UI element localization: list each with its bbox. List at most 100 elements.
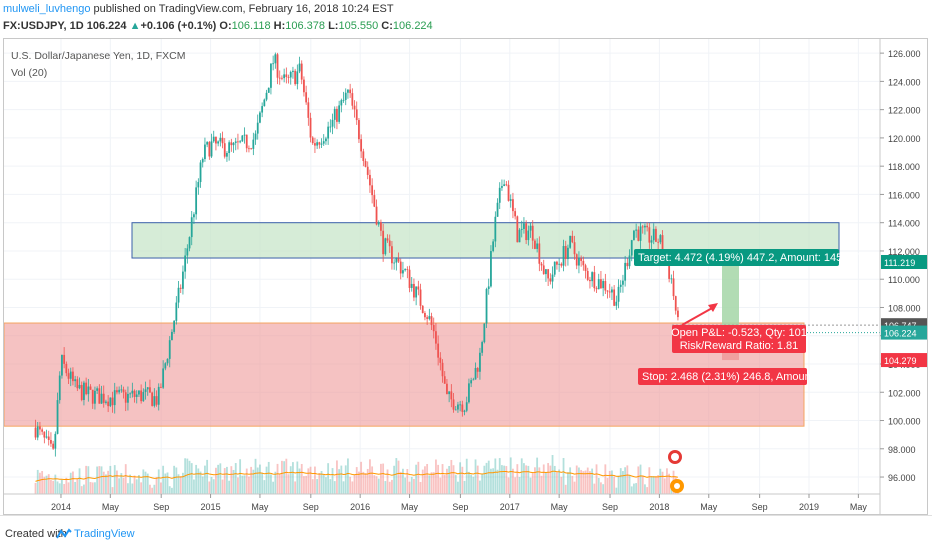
volume-bar [89, 482, 92, 494]
candle-body [305, 92, 308, 103]
candle-body [388, 240, 391, 247]
volume-bar [479, 480, 481, 494]
price-label: 111.219 [884, 258, 915, 268]
candle-body [256, 122, 259, 134]
close-label: C: [381, 20, 393, 32]
candle-body [562, 246, 565, 266]
candle-body [34, 427, 37, 438]
volume-bar [292, 462, 294, 494]
author-link[interactable]: mulweli_luvhengo [3, 3, 91, 15]
risk-reward-label: Risk/Reward Ratio: 1.81 [680, 340, 799, 352]
candle-body [215, 136, 217, 144]
tradingview-link[interactable]: TradingView [74, 528, 135, 540]
candle-body [529, 225, 532, 231]
volume-bar [39, 472, 41, 494]
volume-bar [613, 476, 616, 494]
candle-body [234, 141, 237, 143]
volume-bar [116, 470, 118, 494]
candle-body [65, 363, 68, 374]
volume-bar [140, 482, 143, 494]
candle-body [353, 105, 356, 110]
volume-bar [402, 468, 404, 494]
target-label-box[interactable] [634, 249, 839, 266]
volume-bar [210, 476, 213, 494]
price-label-box [881, 325, 927, 340]
volume-bar [461, 466, 464, 494]
volume-bar [248, 476, 250, 494]
volume-bar [87, 466, 90, 494]
volume-bar [498, 458, 501, 494]
footer: Created with TradingView [0, 515, 932, 550]
volume-bar [283, 461, 286, 494]
x-tick-label: 2016 [350, 502, 370, 512]
candle-body [366, 166, 369, 175]
volume-bar [428, 475, 431, 494]
candle-body [655, 228, 657, 242]
candle-body [120, 389, 123, 391]
candle-body [107, 401, 110, 407]
candle-body [333, 108, 336, 120]
candle-body [597, 279, 600, 290]
candle-body [307, 102, 310, 118]
candle-body [184, 255, 187, 272]
candle-body [204, 144, 206, 160]
y-tick-label: 122.000 [888, 106, 921, 116]
volume-bar [151, 487, 154, 494]
candle-body [527, 230, 530, 241]
volume-bar [237, 477, 239, 494]
event-markers[interactable] [668, 450, 684, 493]
target-area[interactable] [722, 261, 739, 326]
volume-bar [520, 458, 523, 494]
y-tick-label: 112.000 [888, 247, 920, 257]
candle-body [182, 271, 184, 289]
candle-body [615, 301, 618, 306]
candle-body [241, 135, 244, 142]
candle-body [428, 316, 431, 319]
volume-bar [278, 474, 281, 494]
target-label: Target: 4.472 (4.19%) 447.2, Amount: 145… [638, 252, 864, 264]
candle-body [393, 262, 396, 264]
candle-body [146, 387, 149, 390]
candle-body [512, 199, 514, 212]
candle-body [501, 186, 503, 188]
volume-bar [138, 474, 140, 494]
volume-bar [259, 464, 261, 494]
volume-bar [560, 476, 563, 494]
stop-label-box[interactable] [638, 368, 807, 385]
candle-body [124, 392, 127, 403]
candle-body [582, 260, 585, 266]
price-chart[interactable]: Target: 4.472 (4.19%) 447.2, Amount: 145… [4, 39, 928, 515]
volume-bar [362, 471, 365, 494]
candle-body [384, 238, 387, 255]
candle-body [309, 117, 312, 138]
candle-body [633, 230, 635, 241]
volume-bar [549, 465, 552, 494]
candle-body [525, 223, 528, 241]
candle-body [437, 343, 440, 358]
candle-body [468, 383, 470, 403]
candle-body [168, 340, 171, 359]
candle-body [87, 386, 90, 395]
candle-body [505, 184, 508, 186]
volume-bar [448, 465, 451, 494]
candle-body [595, 288, 598, 290]
volume-bar [61, 479, 63, 494]
volume-bar [635, 483, 638, 494]
volume-bar [615, 487, 618, 494]
volume-bar [146, 473, 149, 494]
time-scale[interactable]: 2014 May Sep 2015 May Sep 2016 May Sep 2017 May Sep… [51, 494, 867, 512]
pnl-label-box[interactable] [672, 325, 806, 353]
candle-body [443, 376, 446, 384]
volume-bar [597, 477, 600, 494]
candle-body [545, 269, 547, 275]
chart-area[interactable]: Target: 4.472 (4.19%) 447.2, Amount: 145… [3, 38, 928, 515]
candle-body [481, 342, 484, 353]
candle-body [641, 226, 644, 228]
volume-title: Vol (20) [11, 67, 47, 79]
candle-body [252, 139, 255, 149]
candle-body [276, 54, 279, 78]
volume-bar [404, 477, 407, 494]
volume-bar [606, 477, 609, 494]
symbol-label[interactable]: FX:USDJPY, 1D [3, 20, 84, 32]
candle-body [41, 429, 44, 432]
